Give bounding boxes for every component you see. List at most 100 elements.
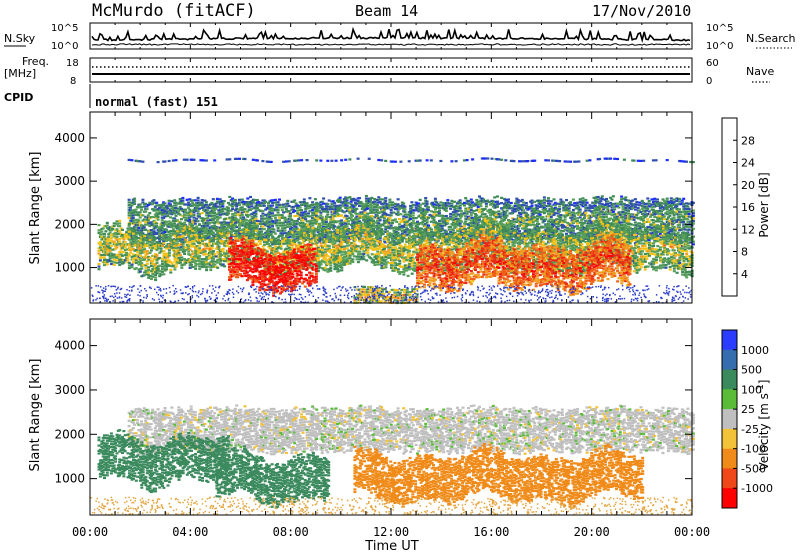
data-cell: [206, 219, 210, 222]
data-cell: [284, 218, 288, 221]
data-cell: [97, 229, 101, 232]
data-cell: [198, 215, 201, 218]
data-cell: [669, 205, 673, 208]
data-cell: [151, 202, 155, 206]
data-cell: [210, 225, 214, 228]
data-cell: [191, 253, 195, 256]
data-cell: [177, 246, 181, 249]
data-cell: [198, 242, 202, 245]
data-cell: [373, 200, 377, 203]
data-cell: [196, 199, 200, 202]
data-cell: [122, 238, 126, 241]
data-cell: [446, 217, 450, 220]
data-cell: [144, 251, 148, 254]
data-cell: [151, 234, 155, 237]
data-cell: [639, 216, 643, 219]
data-cell: [141, 201, 145, 204]
data-cell: [173, 242, 177, 245]
data-cell: [169, 203, 172, 206]
data-cell: [234, 221, 238, 224]
data-cell: [609, 217, 613, 220]
data-cell: [393, 218, 397, 221]
data-cell: [220, 226, 224, 229]
data-cell: [403, 218, 407, 221]
data-cell: [458, 207, 462, 210]
data-cell: [161, 270, 164, 273]
data-cell: [147, 276, 151, 279]
data-cell: [542, 196, 546, 199]
data-cell: [342, 216, 346, 219]
data-cell: [153, 226, 157, 229]
data-cell: [348, 196, 352, 199]
data-cell: [523, 216, 527, 219]
data-cell: [433, 226, 437, 229]
data-cell: [163, 202, 167, 205]
data-cell: [145, 262, 149, 266]
data-cell: [140, 231, 144, 234]
data-cell: [497, 210, 501, 213]
data-cell: [515, 226, 519, 229]
data-cell: [356, 225, 360, 229]
data-cell: [167, 212, 171, 215]
data-cell: [231, 207, 235, 210]
data-cell: [213, 214, 217, 217]
data-cell: [404, 213, 408, 216]
data-cell: [605, 231, 608, 234]
data-cell: [159, 250, 163, 253]
data-cell: [278, 206, 281, 209]
data-cell: [687, 233, 691, 236]
data-cell: [341, 205, 345, 208]
data-cell: [403, 228, 407, 232]
data-cell: [221, 210, 225, 213]
data-cell: [384, 215, 388, 218]
data-cell: [308, 210, 312, 213]
data-cell: [556, 225, 560, 228]
data-cell: [494, 211, 498, 214]
data-cell: [227, 209, 230, 212]
data-cell: [191, 232, 195, 235]
data-cell: [291, 223, 295, 227]
data-cell: [162, 203, 166, 207]
data-cell: [669, 199, 673, 203]
data-cell: [436, 211, 440, 214]
data-cell: [250, 212, 254, 216]
data-cell: [145, 208, 149, 211]
data-cell: [298, 206, 302, 209]
data-cell: [384, 241, 388, 244]
data-cell: [293, 199, 297, 202]
data-cell: [363, 206, 367, 209]
data-cell: [181, 209, 185, 212]
data-cell: [158, 232, 161, 235]
data-cell: [173, 234, 177, 237]
data-cell: [289, 217, 292, 220]
data-cell: [414, 206, 418, 209]
data-cell: [196, 252, 200, 255]
data-cell: [549, 228, 553, 231]
data-cell: [384, 199, 388, 202]
data-cell: [443, 224, 447, 227]
data-cell: [163, 215, 167, 218]
data-cell: [439, 219, 443, 222]
data-cell: [558, 210, 562, 213]
data-cell: [501, 212, 505, 215]
data-cell: [691, 222, 695, 225]
data-cell: [529, 229, 533, 232]
data-cell: [620, 221, 624, 224]
data-cell: [524, 201, 528, 205]
data-cell: [559, 240, 563, 243]
data-cell: [478, 195, 481, 198]
data-cell: [646, 231, 650, 234]
data-cell: [656, 216, 659, 219]
data-cell: [565, 199, 568, 202]
data-cell: [410, 206, 414, 209]
data-cell: [335, 207, 339, 210]
data-cell: [232, 229, 236, 233]
data-cell: [163, 264, 167, 267]
data-cell: [570, 216, 574, 219]
data-cell: [174, 247, 178, 250]
data-cell: [253, 219, 257, 222]
data-cell: [656, 211, 659, 214]
data-cell: [178, 213, 182, 216]
data-cell: [340, 209, 344, 212]
data-cell: [515, 228, 519, 231]
